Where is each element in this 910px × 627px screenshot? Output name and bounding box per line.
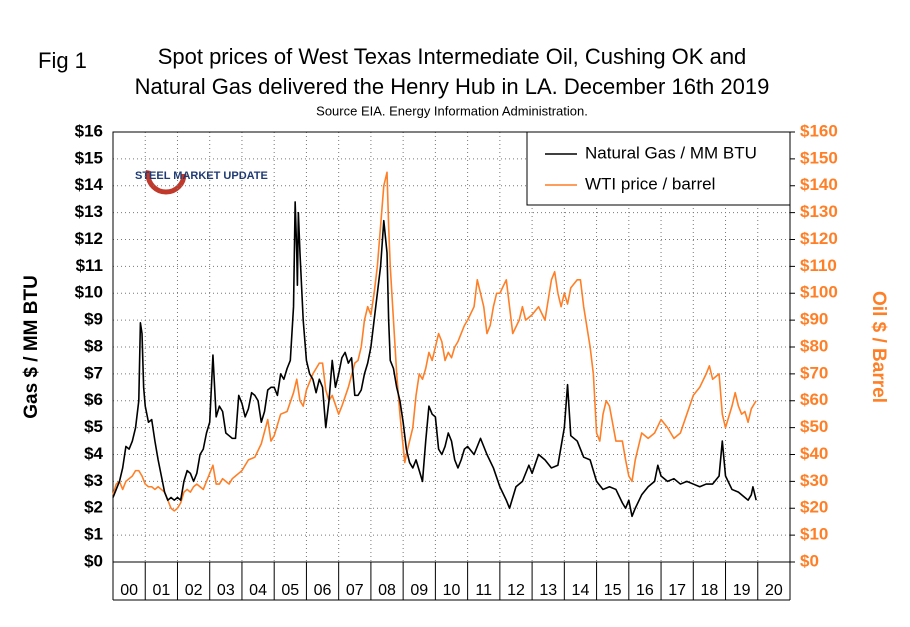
logo: STEEL MARKET UPDATE: [135, 153, 268, 195]
fig-label: Fig 1: [38, 48, 87, 73]
y2-tick-label: $110: [800, 256, 837, 275]
y2-tick-label: $90: [800, 310, 828, 329]
y-tick-label: $16: [75, 121, 103, 140]
x-tick-label: 14: [572, 582, 590, 599]
x-tick-label: 12: [507, 582, 525, 599]
x-tick-label: 16: [636, 582, 654, 599]
x-tick-label: 02: [185, 582, 203, 599]
x-tick-label: 04: [249, 582, 267, 599]
y-tick-label: $6: [84, 390, 103, 409]
y-tick-label: $5: [84, 417, 103, 436]
logo-text: STEEL MARKET UPDATE: [135, 170, 268, 182]
x-tick-label: 13: [539, 582, 557, 599]
x-tick-label: 07: [346, 582, 364, 599]
y-tick-label: $0: [84, 551, 103, 570]
y-tick-label: $10: [75, 283, 103, 302]
y2-tick-label: $50: [800, 417, 828, 436]
logo-icon: [145, 153, 187, 195]
chart-subtitle: Source EIA. Energy Information Administr…: [316, 103, 588, 118]
y-tick-label: $2: [84, 498, 103, 517]
y2-tick-label: $120: [800, 229, 838, 248]
y-tick-label: $14: [75, 175, 104, 194]
y2-tick-label: $20: [800, 498, 828, 517]
chart-title: Spot prices of West Texas Intermediate O…: [158, 44, 747, 69]
y2-tick-label: $130: [800, 202, 838, 221]
x-tick-label: 09: [410, 582, 428, 599]
y2-tick-label: $70: [800, 363, 828, 382]
x-tick-label: 15: [604, 582, 622, 599]
x-tick-label: 20: [765, 582, 783, 599]
x-tick-label: 19: [733, 582, 751, 599]
chart-title: Natural Gas delivered the Henry Hub in L…: [135, 74, 770, 99]
line-series: [112, 171, 757, 512]
y-tick-label: $12: [75, 229, 103, 248]
y-tick-label: $4: [84, 444, 103, 463]
line-series: [112, 201, 757, 518]
y2-tick-label: $100: [800, 283, 838, 302]
y-tick-label: $7: [84, 363, 103, 382]
y-axis-label: Gas $ / MM BTU: [21, 275, 42, 419]
legend-label: WTI price / barrel: [585, 174, 715, 193]
y2-tick-label: $0: [800, 551, 819, 570]
y2-axis-label: Oil $ / Barrel: [868, 291, 889, 403]
y2-tick-label: $140: [800, 175, 838, 194]
x-tick-label: 17: [668, 582, 686, 599]
y2-tick-label: $10: [800, 525, 828, 544]
y2-tick-label: $160: [800, 121, 838, 140]
x-tick-label: 05: [281, 582, 299, 599]
plot-frame: [112, 131, 791, 563]
y2-tick-label: $60: [800, 390, 828, 409]
x-tick-label: 08: [378, 582, 396, 599]
x-tick-label: 06: [314, 582, 332, 599]
y2-tick-label: $80: [800, 336, 828, 355]
y-tick-label: $1: [84, 525, 103, 544]
x-tick-label: 11: [475, 582, 492, 599]
y2-tick-label: $150: [800, 148, 838, 167]
y2-tick-label: $30: [800, 471, 828, 490]
legend-box: [526, 131, 791, 206]
x-tick-label: 10: [443, 582, 461, 599]
y-tick-label: $11: [76, 256, 103, 275]
y-tick-label: $15: [75, 148, 103, 167]
x-tick-label: 00: [120, 582, 138, 599]
x-tick-label: 18: [701, 582, 719, 599]
y-tick-label: $3: [84, 471, 103, 490]
legend-label: Natural Gas / MM BTU: [585, 143, 757, 162]
y-tick-label: $13: [75, 202, 103, 221]
x-tick-label: 01: [152, 582, 170, 599]
y-tick-label: $8: [84, 336, 103, 355]
x-tick-label: 03: [217, 582, 235, 599]
y-tick-label: $9: [84, 310, 103, 329]
y2-tick-label: $40: [800, 444, 828, 463]
